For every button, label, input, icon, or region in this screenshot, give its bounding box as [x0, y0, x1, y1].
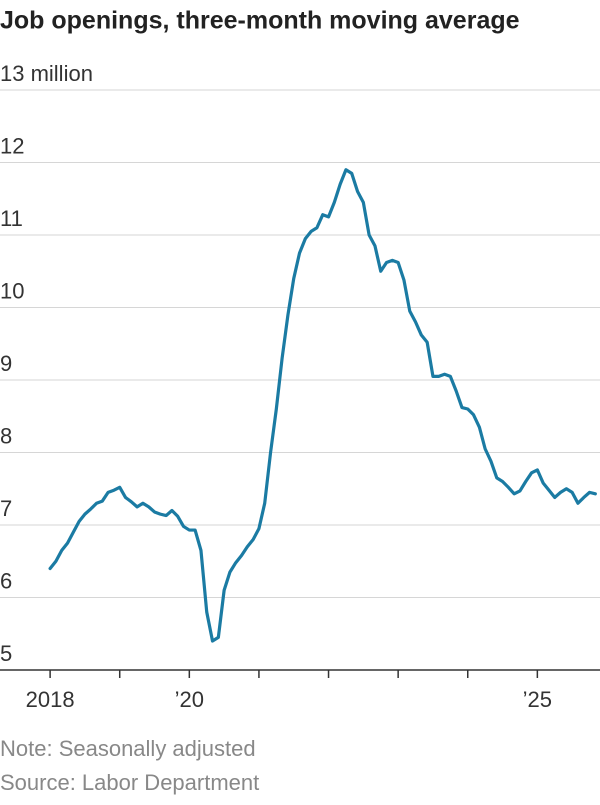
y-tick-label: 10	[0, 278, 24, 303]
chart-title: Job openings, three-month moving average	[0, 7, 520, 35]
series-line	[48, 168, 597, 643]
source: Source: Labor Department	[0, 770, 259, 795]
note: Note: Seasonally adjusted	[0, 736, 256, 761]
x-tick-label: 2018	[26, 687, 75, 712]
y-tick-label: 5	[0, 641, 12, 666]
y-tick-label: 8	[0, 423, 12, 448]
y-tick-label: 13 million	[0, 61, 93, 86]
y-tick-label: 9	[0, 351, 12, 376]
x-tick-label: ’20	[175, 687, 204, 712]
y-tick-label: 12	[0, 133, 24, 158]
y-tick-label: 6	[0, 568, 12, 593]
y-tick-label: 7	[0, 496, 12, 521]
y-tick-label: 11	[0, 206, 23, 231]
x-tick-label: ’25	[523, 687, 552, 712]
